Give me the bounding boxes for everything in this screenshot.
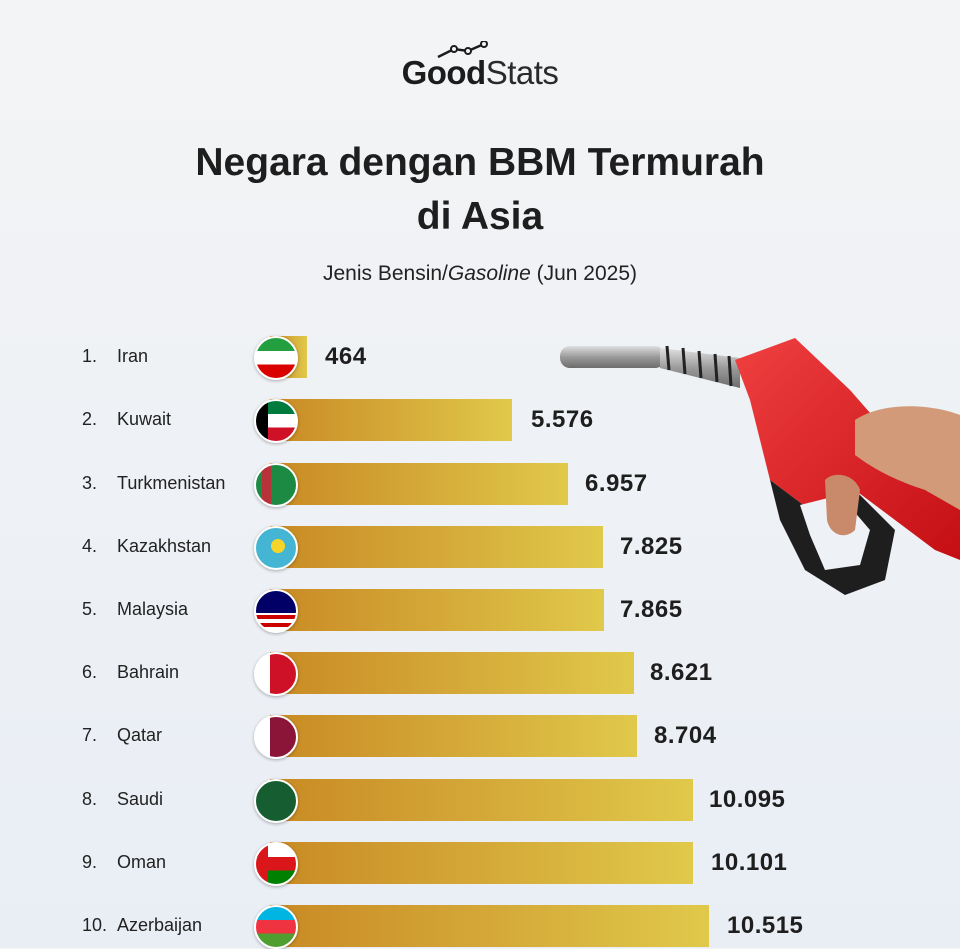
rank: 9. bbox=[82, 852, 98, 872]
country-name: Oman bbox=[117, 852, 167, 872]
subtitle-pre: Jenis Bensin/ bbox=[322, 262, 448, 285]
rank: 3. bbox=[82, 473, 98, 493]
chart-row-azerbaijan: 10. Azerbaijan 10.515 bbox=[0, 905, 960, 949]
subtitle-italic: Gasoline bbox=[447, 262, 531, 285]
chart-row-bahrain: 6. Bahrain 8.621 bbox=[0, 652, 960, 696]
rank: 1. bbox=[82, 346, 98, 366]
bar-kuwait bbox=[270, 399, 512, 441]
chart-row-qatar: 7. Qatar 8.704 bbox=[0, 715, 960, 759]
kazakhstan-flag-icon bbox=[254, 526, 298, 570]
bar-bahrain bbox=[270, 652, 634, 694]
chart-title: Negara dengan BBM Termurah di Asia bbox=[0, 136, 960, 244]
oman-flag-icon bbox=[254, 842, 298, 886]
subtitle-post: (Jun 2025) bbox=[530, 262, 638, 285]
rank: 4. bbox=[82, 536, 98, 556]
trend-line-icon bbox=[437, 41, 488, 59]
value-label: 5.576 bbox=[531, 406, 594, 433]
bar-malaysia bbox=[270, 589, 604, 631]
chart-row-kuwait: 2. Kuwait 5.576 bbox=[0, 399, 960, 443]
value-label: 464 bbox=[325, 343, 367, 370]
country-name: Iran bbox=[117, 346, 149, 366]
value-label: 10.101 bbox=[711, 849, 788, 876]
rank: 6. bbox=[82, 662, 98, 682]
kuwait-flag-icon bbox=[254, 399, 298, 443]
turkmenistan-flag-icon bbox=[254, 463, 298, 507]
rank: 10. bbox=[82, 915, 108, 935]
bar-azerbaijan bbox=[270, 905, 709, 947]
chart-row-iran: 1. Iran 464 bbox=[0, 336, 960, 380]
logo-good: Good bbox=[401, 54, 487, 91]
chart-row-saudi: 8. Saudi 10.095 bbox=[0, 779, 960, 823]
title-line-1: Negara dengan BBM Termurah bbox=[195, 141, 765, 184]
country-name: Qatar bbox=[117, 725, 163, 745]
bar-oman bbox=[270, 842, 693, 884]
country-name: Bahrain bbox=[117, 662, 180, 682]
country-name: Kuwait bbox=[117, 409, 172, 429]
azerbaijan-flag-icon bbox=[254, 905, 298, 949]
bar-qatar bbox=[270, 715, 637, 757]
country-name: Azerbaijan bbox=[117, 915, 203, 935]
chart-subtitle: Jenis Bensin/Gasoline (Jun 2025) bbox=[0, 262, 960, 286]
country-name: Saudi bbox=[117, 789, 164, 809]
value-label: 6.957 bbox=[585, 470, 648, 497]
title-line-2: di Asia bbox=[416, 195, 544, 238]
country-name: Malaysia bbox=[117, 599, 189, 619]
bar-saudi bbox=[270, 779, 693, 821]
logo-stats: Stats bbox=[485, 54, 559, 91]
bahrain-flag-icon bbox=[254, 652, 298, 696]
chart-row-oman: 9. Oman 10.101 bbox=[0, 842, 960, 886]
country-name: Kazakhstan bbox=[117, 536, 212, 556]
saudi-flag-icon bbox=[254, 779, 298, 823]
rank: 2. bbox=[82, 409, 98, 429]
iran-flag-icon bbox=[254, 336, 298, 380]
value-label: 8.704 bbox=[654, 722, 717, 749]
value-label: 10.095 bbox=[709, 786, 786, 813]
malaysia-flag-icon bbox=[254, 589, 298, 633]
rank: 7. bbox=[82, 725, 98, 745]
qatar-flag-icon bbox=[254, 715, 298, 759]
value-label: 7.865 bbox=[620, 596, 683, 623]
goodstats-logo: GoodStats bbox=[0, 41, 960, 92]
fuel-nozzle-illustration bbox=[560, 338, 960, 595]
bar-kazakhstan bbox=[270, 526, 603, 568]
chart-row-malaysia: 5. Malaysia 7.865 bbox=[0, 589, 960, 633]
rank: 5. bbox=[82, 599, 98, 619]
chart-row-kazakhstan: 4. Kazakhstan 7.825 bbox=[0, 526, 960, 570]
bar-turkmenistan bbox=[270, 463, 568, 505]
chart-row-turkmenistan: 3. Turkmenistan 6.957 bbox=[0, 463, 960, 507]
value-label: 8.621 bbox=[650, 659, 713, 686]
rank: 8. bbox=[82, 789, 98, 809]
value-label: 10.515 bbox=[727, 912, 804, 939]
value-label: 7.825 bbox=[620, 533, 683, 560]
country-name: Turkmenistan bbox=[117, 473, 226, 493]
